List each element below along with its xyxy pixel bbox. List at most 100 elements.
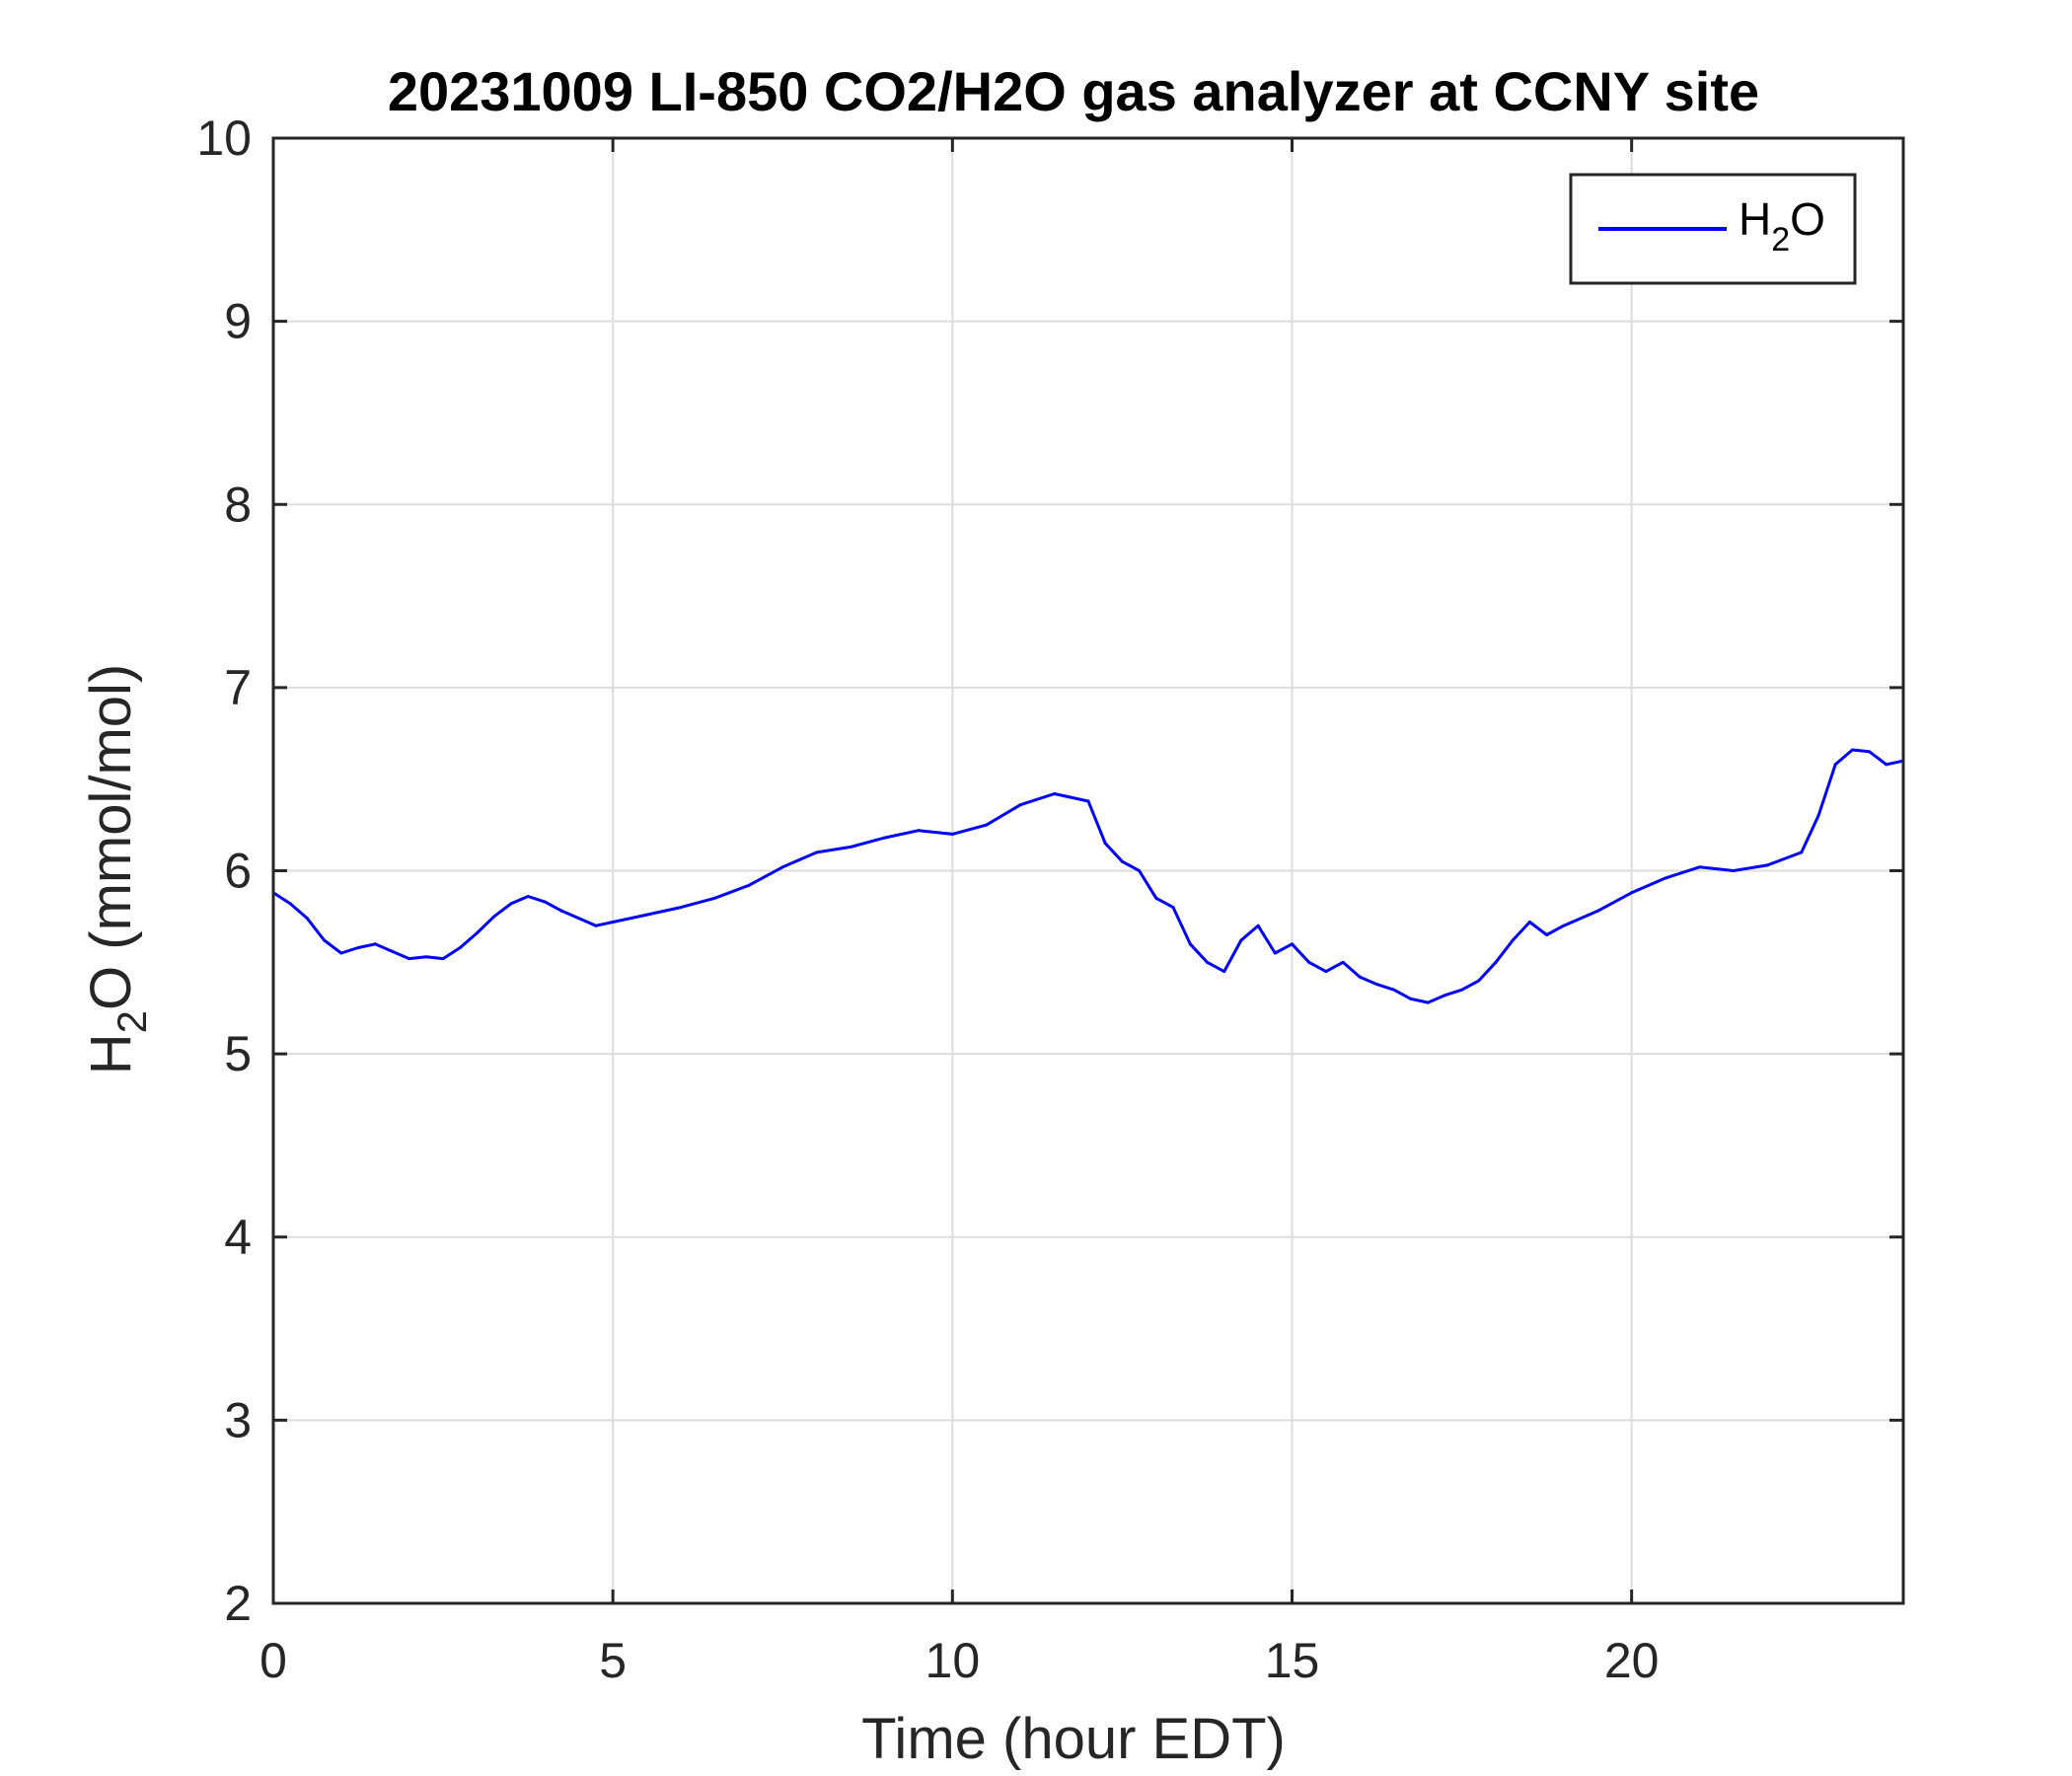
data-point: [476, 931, 479, 935]
data-point: [424, 955, 428, 959]
data-point: [1409, 997, 1413, 1000]
data-point: [1477, 979, 1481, 983]
data-point: [526, 894, 530, 898]
data-point: [458, 945, 462, 949]
data-point: [1154, 896, 1158, 900]
data-point: [356, 945, 360, 949]
y-axis-label-h: H: [79, 1033, 143, 1074]
y-tick-label: 8: [224, 477, 252, 532]
y-axis-label-rest: O (mmol/mol): [79, 664, 143, 1010]
data-point: [390, 949, 394, 953]
data-point: [1562, 924, 1566, 927]
y-tick-label: 5: [224, 1026, 252, 1081]
data-point: [1460, 988, 1464, 992]
data-point: [1138, 869, 1142, 872]
data-point: [1171, 906, 1175, 910]
data-point: [441, 957, 445, 961]
data-point: [1239, 938, 1243, 942]
data-point: [1256, 924, 1260, 927]
data-point: [950, 832, 954, 836]
data-point: [1222, 970, 1226, 974]
data-point: [1103, 842, 1107, 846]
data-point: [339, 951, 343, 955]
data-point: [1850, 748, 1854, 752]
data-point: [1426, 1000, 1430, 1004]
data-point: [985, 823, 989, 827]
data-point: [1511, 938, 1515, 942]
data-point: [849, 845, 852, 849]
data-point: [1885, 763, 1888, 767]
data-point: [1732, 869, 1736, 872]
data-point: [611, 920, 615, 924]
series-line-h2o: [272, 748, 1904, 1004]
data-point: [1273, 951, 1277, 955]
data-point: [407, 957, 411, 961]
y-tick-label: 4: [224, 1210, 252, 1265]
data-point: [1341, 960, 1345, 964]
data-point: [1018, 803, 1022, 807]
data-point: [373, 942, 377, 946]
data-point: [1545, 932, 1549, 936]
legend: H2O: [1569, 173, 1857, 285]
y-tick-label: 10: [196, 111, 252, 166]
data-point: [305, 917, 309, 921]
data-point: [1698, 865, 1701, 869]
data-point: [815, 851, 819, 854]
data-point: [1443, 994, 1446, 998]
data-point: [288, 902, 292, 906]
data-point: [1664, 876, 1667, 880]
data-point: [1494, 960, 1498, 964]
grid: [273, 138, 1903, 1603]
data-point: [747, 883, 751, 887]
x-tick-label: 0: [259, 1633, 287, 1688]
x-tick-label: 20: [1604, 1633, 1660, 1688]
data-point: [492, 915, 496, 919]
data-point: [577, 917, 581, 921]
data-point: [679, 906, 683, 910]
data-point: [1392, 988, 1396, 992]
y-tick-label: 7: [224, 660, 252, 715]
data-point: [1630, 891, 1634, 895]
y-axis-label-subscript: 2: [109, 1010, 155, 1033]
data-point: [1868, 750, 1872, 754]
data-point: [1205, 960, 1209, 964]
y-axis-label: H2O (mmol/mol): [79, 664, 155, 1074]
data-point: [1053, 792, 1057, 796]
data-point: [1595, 909, 1599, 913]
data-point: [1188, 942, 1192, 946]
x-tick-label: 15: [1265, 1633, 1320, 1688]
data-point: [917, 829, 921, 833]
data-point: [594, 924, 598, 927]
legend-label-subscript: 2: [1771, 221, 1790, 259]
data-point: [323, 938, 327, 942]
data-point: [883, 836, 886, 840]
data-point: [1765, 863, 1769, 867]
y-tick-label: 9: [224, 294, 252, 349]
legend-label-h: H: [1739, 193, 1771, 245]
data-point: [1358, 975, 1362, 979]
data-point: [1307, 960, 1311, 964]
y-tick-label: 6: [224, 844, 252, 899]
x-tick-label: 5: [599, 1633, 627, 1688]
data-point: [645, 913, 649, 917]
data-point: [1833, 763, 1837, 767]
y-tick-label: 3: [224, 1392, 252, 1447]
x-tick-label: 10: [925, 1633, 981, 1688]
x-axis-label: Time (hour EDT): [861, 1707, 1286, 1771]
data-point: [1800, 851, 1804, 854]
data-point: [509, 902, 513, 906]
legend-label-rest: O: [1790, 193, 1825, 245]
data-point: [1375, 983, 1379, 987]
data-point: [1291, 942, 1294, 946]
data-point: [712, 896, 716, 900]
data-point: [1086, 799, 1090, 803]
y-tick-label: 2: [224, 1576, 252, 1631]
data-point: [780, 865, 784, 869]
chart-title: 20231009 LI-850 CO2/H2O gas analyzer at …: [388, 60, 1759, 122]
data-point: [1324, 970, 1328, 974]
ticks: 0 5 10 15 20 2 3 4 5 6 7 8 9 10: [196, 111, 1903, 1688]
data-point: [1527, 920, 1531, 924]
data-point: [560, 909, 564, 913]
data-point: [1816, 814, 1820, 818]
